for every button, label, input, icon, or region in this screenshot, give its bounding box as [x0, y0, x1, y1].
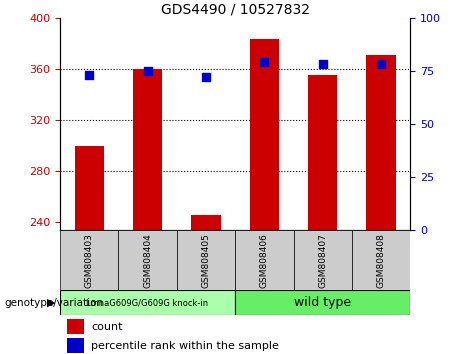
Bar: [67, 338, 84, 353]
Text: GSM808404: GSM808404: [143, 233, 152, 288]
Bar: [67, 319, 84, 334]
Bar: [250, 39, 279, 230]
Bar: [60, 290, 235, 315]
Bar: [294, 230, 352, 290]
Bar: [60, 230, 118, 290]
Bar: [118, 230, 177, 290]
Text: GSM808403: GSM808403: [85, 233, 94, 288]
Text: wild type: wild type: [294, 296, 351, 309]
Bar: [191, 215, 220, 230]
Bar: [75, 145, 104, 230]
Text: GSM808405: GSM808405: [201, 233, 210, 288]
Point: [144, 68, 151, 74]
Bar: [352, 230, 410, 290]
Point: [260, 59, 268, 65]
Point: [378, 62, 385, 67]
Text: GSM808408: GSM808408: [377, 233, 385, 288]
Text: GSM808407: GSM808407: [318, 233, 327, 288]
Point: [319, 62, 326, 67]
Text: LmnaG609G/G609G knock-in: LmnaG609G/G609G knock-in: [87, 298, 208, 307]
Text: percentile rank within the sample: percentile rank within the sample: [91, 341, 279, 351]
Bar: [133, 69, 162, 230]
Point: [202, 74, 210, 80]
Text: count: count: [91, 321, 123, 332]
Text: genotype/variation: genotype/variation: [5, 298, 104, 308]
Bar: [235, 230, 294, 290]
Title: GDS4490 / 10527832: GDS4490 / 10527832: [160, 2, 310, 17]
Text: GSM808406: GSM808406: [260, 233, 269, 288]
Bar: [366, 55, 396, 230]
Bar: [177, 230, 235, 290]
Text: ▶: ▶: [47, 298, 55, 308]
Bar: [308, 75, 337, 230]
Point: [85, 72, 93, 78]
Bar: [235, 290, 410, 315]
